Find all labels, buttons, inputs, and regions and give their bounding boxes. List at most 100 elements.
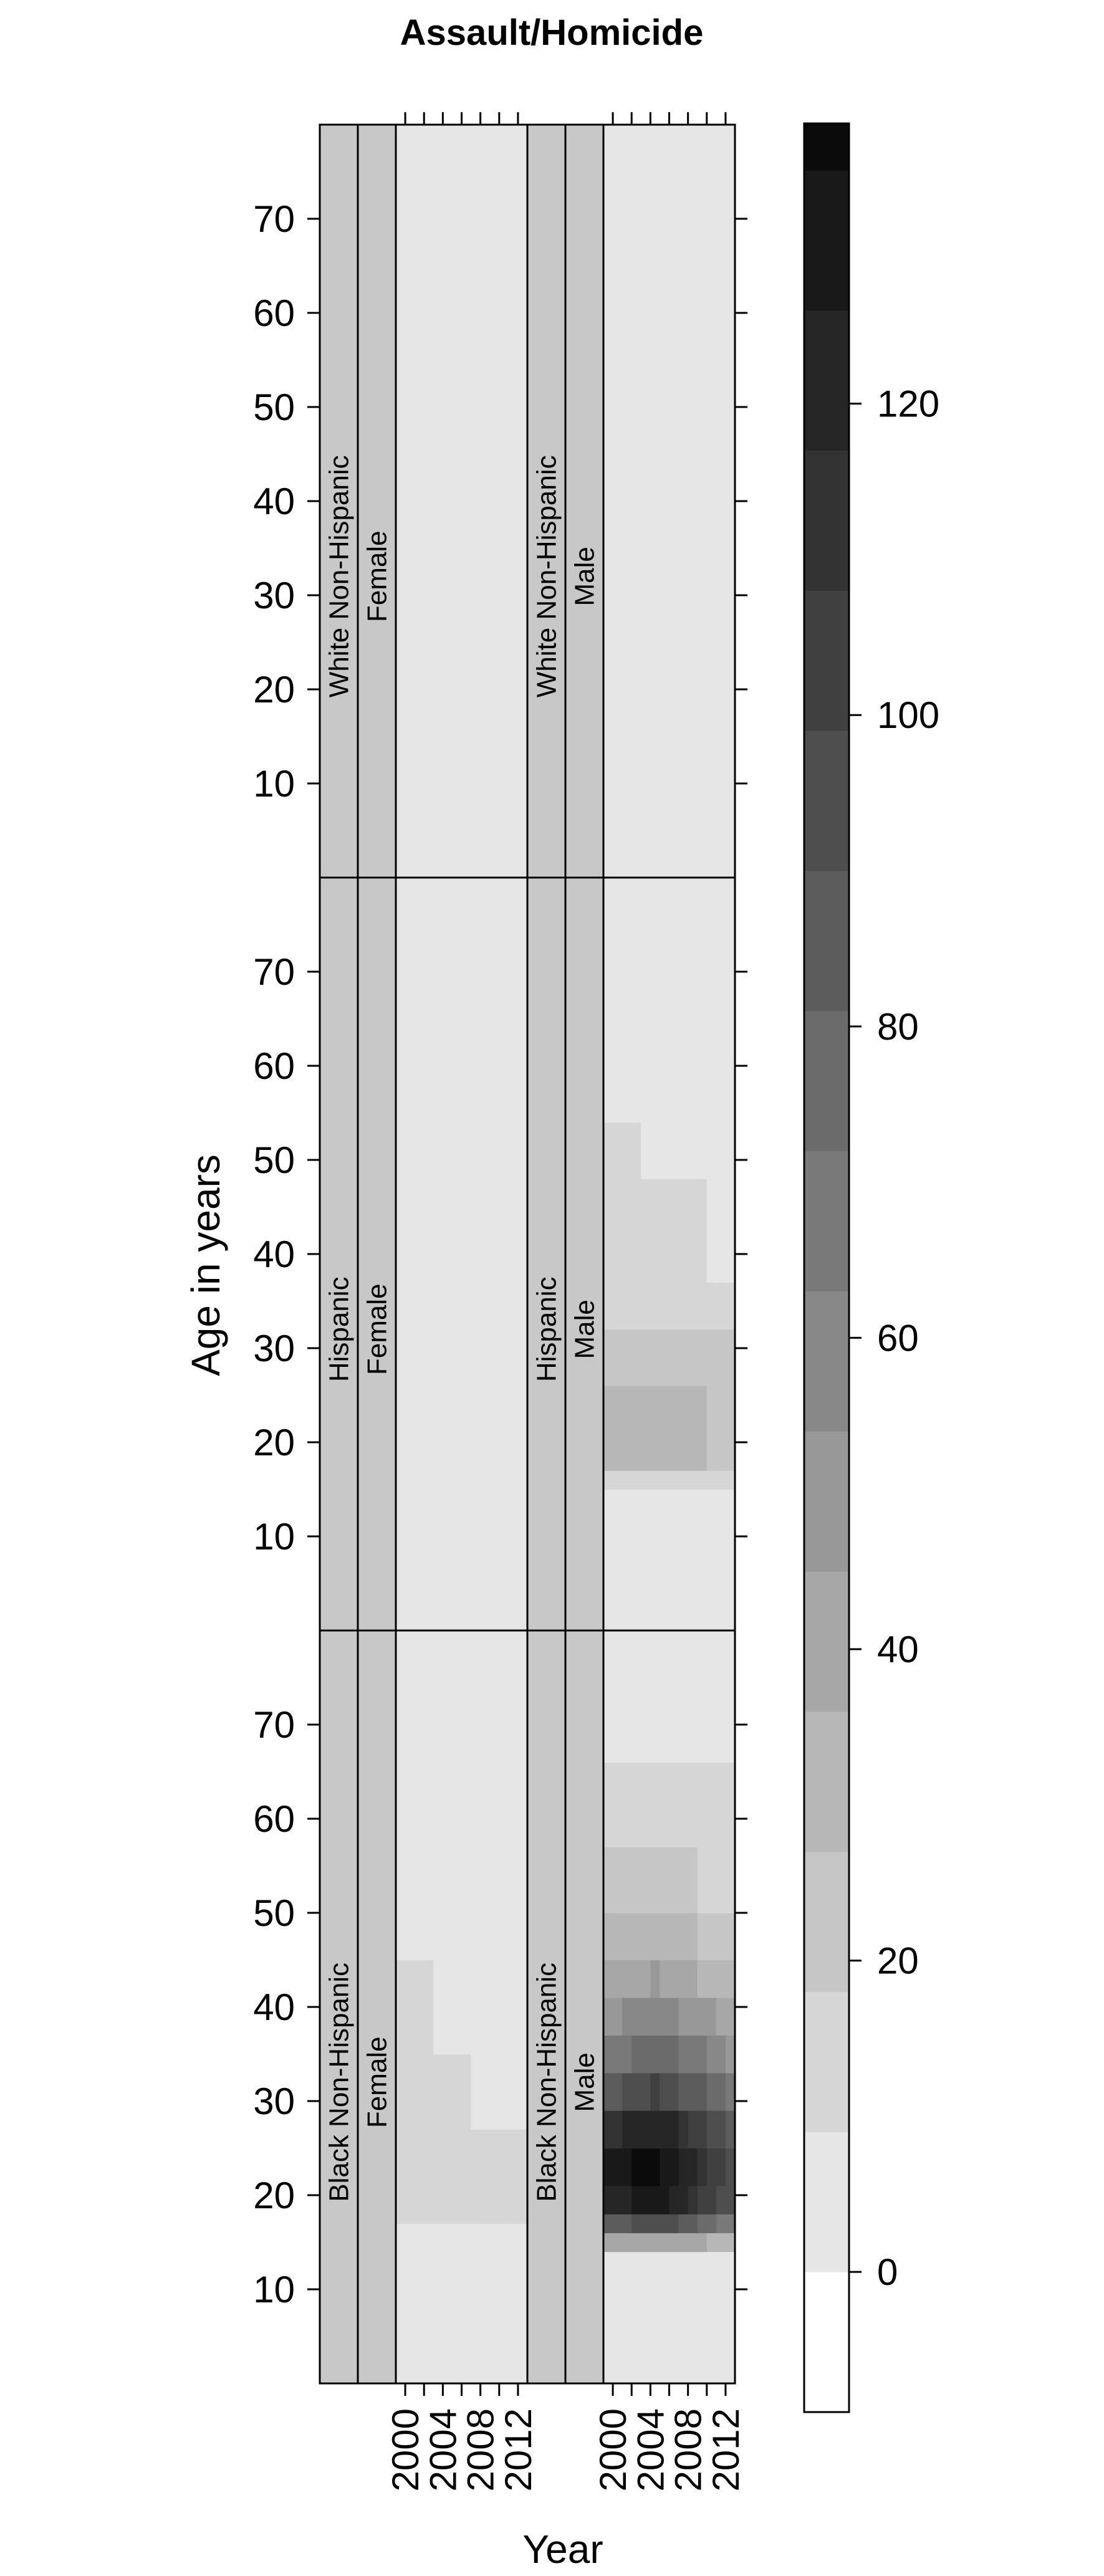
heatmap-cell (725, 1960, 736, 1998)
heatmap-cell (405, 1960, 415, 2055)
heatmap-cell (631, 125, 641, 878)
heatmap-cell (631, 1386, 641, 1471)
heatmap-cell (603, 2072, 613, 2111)
heatmap-cell (669, 2251, 679, 2384)
heatmap-cell (669, 1489, 679, 1631)
heatmap-cell (688, 1913, 698, 1961)
heatmap-cell (716, 2214, 726, 2233)
y-tick-label: 60 (253, 1045, 295, 1087)
heatmap-cell (603, 1489, 613, 1631)
heatmap-cell (613, 2214, 623, 2233)
heatmap-cell (613, 1470, 623, 1490)
heatmap-cell (517, 2223, 528, 2384)
heatmap-cell (499, 1630, 509, 1961)
heatmap-cell (650, 2148, 661, 2186)
heatmap-cell (433, 2054, 443, 2130)
heatmap-cell (517, 1630, 528, 1961)
heatmap-cell (669, 2148, 679, 2186)
heatmap-cell (660, 2072, 670, 2111)
heatmap-cell (415, 2223, 425, 2384)
heatmap-cell (725, 125, 736, 878)
heatmap-cell (697, 1386, 708, 1471)
heatmap-cell (650, 2072, 661, 2111)
heatmap-cell (725, 1847, 736, 1913)
color-key-swatch (804, 1851, 849, 1993)
heatmap-cell (396, 2223, 406, 2384)
heatmap-cell (499, 1960, 509, 2055)
strip-label: Hispanic (532, 1276, 562, 1382)
color-key-swatch (804, 450, 849, 591)
heatmap-cell (415, 2129, 425, 2224)
heatmap-cell (443, 2129, 453, 2224)
heatmap-cell (613, 1997, 623, 2036)
heatmap-cell (613, 1122, 623, 1179)
heatmap-cell (452, 1630, 463, 1961)
heatmap-cell (396, 125, 406, 878)
heatmap-cell (433, 2223, 443, 2384)
heatmap-cell (697, 1122, 708, 1179)
heatmap-cell (725, 2214, 736, 2233)
heatmap-cell (669, 1386, 679, 1471)
heatmap-cell (631, 1847, 641, 1913)
y-tick-label: 70 (253, 951, 295, 993)
heatmap-cell (697, 2072, 708, 2111)
heatmap-cell (631, 878, 641, 1123)
heatmap-cell (697, 125, 708, 878)
heatmap-cell (631, 2035, 641, 2074)
heatmap-cell (396, 878, 406, 1631)
heatmap-cell (622, 1179, 632, 1283)
heatmap-cell (688, 1630, 698, 1763)
chart-title: Assault/Homicide (400, 12, 704, 53)
heatmap-cell (603, 1122, 613, 1179)
strip-label: Black Non-Hispanic (324, 1963, 355, 2202)
heatmap-cell (660, 878, 670, 1123)
heatmap-cell (725, 1630, 736, 1763)
heatmap-cell (669, 1179, 679, 1283)
heatmap-cell (660, 1386, 670, 1471)
heatmap-cell (613, 1179, 623, 1283)
heatmap-cell (650, 1282, 661, 1330)
heatmap-cell (678, 2251, 689, 2384)
heatmap-cell (631, 1762, 641, 1847)
heatmap-cell (697, 878, 708, 1123)
heatmap-cell (461, 125, 472, 878)
heatmap-cell (706, 1282, 717, 1330)
panel: Black Non-Hispanic Male (526, 1629, 736, 2385)
heatmap-cell (613, 2233, 623, 2253)
heatmap-cell (415, 1630, 425, 1961)
heatmap-cell (622, 1489, 632, 1631)
heatmap-cell (706, 1329, 717, 1386)
heatmap-cell (641, 1762, 651, 1847)
heatmap-cell (471, 2129, 481, 2224)
heatmap-cell (603, 1386, 613, 1471)
heatmap-cell (622, 1329, 632, 1386)
heatmap-cell (631, 1489, 641, 1631)
x-tick-label: 2008 (460, 2408, 502, 2491)
color-key-border (803, 122, 850, 2413)
heatmap-cell (697, 2110, 708, 2149)
x-tick-label: 2000 (385, 2408, 426, 2491)
color-key-swatch (804, 1991, 849, 2132)
heatmap-cell (650, 125, 661, 878)
color-key-swatch (804, 1431, 849, 1572)
heatmap-cell (631, 1630, 641, 1763)
heatmap-cell (660, 2035, 670, 2074)
heatmap-cell (603, 878, 613, 1123)
heatmap-cell (499, 125, 509, 878)
heatmap-cell (688, 2185, 698, 2214)
heatmap-cell (641, 1470, 651, 1490)
strip-label: Black Non-Hispanic (532, 1963, 562, 2202)
heatmap-cell (613, 2110, 623, 2149)
heatmap-cell (688, 2072, 698, 2111)
panel: Black Non-Hispanic Female (319, 1629, 529, 2385)
heatmap-cell (650, 1489, 661, 1631)
heatmap-cell (641, 1329, 651, 1386)
heatmap-cell (706, 1997, 717, 2036)
heatmap-cell (603, 1997, 613, 2036)
y-tick-label: 70 (253, 198, 295, 240)
y-tick-label: 50 (253, 1892, 295, 1934)
heatmap-cell (508, 125, 519, 878)
heatmap-cell (669, 2110, 679, 2149)
y-tick-label: 20 (253, 669, 295, 711)
color-key-tick-label: 80 (877, 1006, 919, 1048)
